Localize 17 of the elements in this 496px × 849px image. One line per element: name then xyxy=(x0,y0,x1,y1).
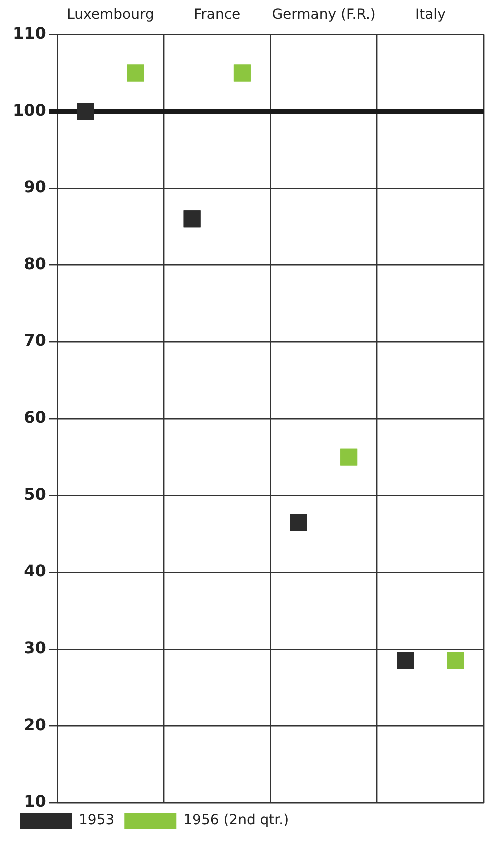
y-tick-label: 70 xyxy=(24,331,46,350)
y-tick-label: 50 xyxy=(24,484,46,504)
x-tick-label: Germany (F.R.) xyxy=(272,7,376,24)
y-tick-label: 90 xyxy=(24,178,46,197)
y-tick-label: 30 xyxy=(24,638,46,658)
y-tick-label: 110 xyxy=(12,24,46,43)
x-tick-label: France xyxy=(194,7,241,24)
y-tick-label: 10 xyxy=(24,792,46,812)
y-tick-label: 100 xyxy=(12,100,46,120)
y-tick-label: 40 xyxy=(24,562,46,581)
x-tick-label: Italy xyxy=(415,7,446,24)
x-tick-label: Luxembourg xyxy=(67,7,154,24)
legend-label: 1956 (2nd qtr.) xyxy=(184,812,290,829)
y-tick-label: 80 xyxy=(24,254,46,274)
y-tick-label: 20 xyxy=(24,715,46,734)
y-tick-label: 60 xyxy=(24,408,46,428)
legend-label: 1953 xyxy=(79,812,115,829)
